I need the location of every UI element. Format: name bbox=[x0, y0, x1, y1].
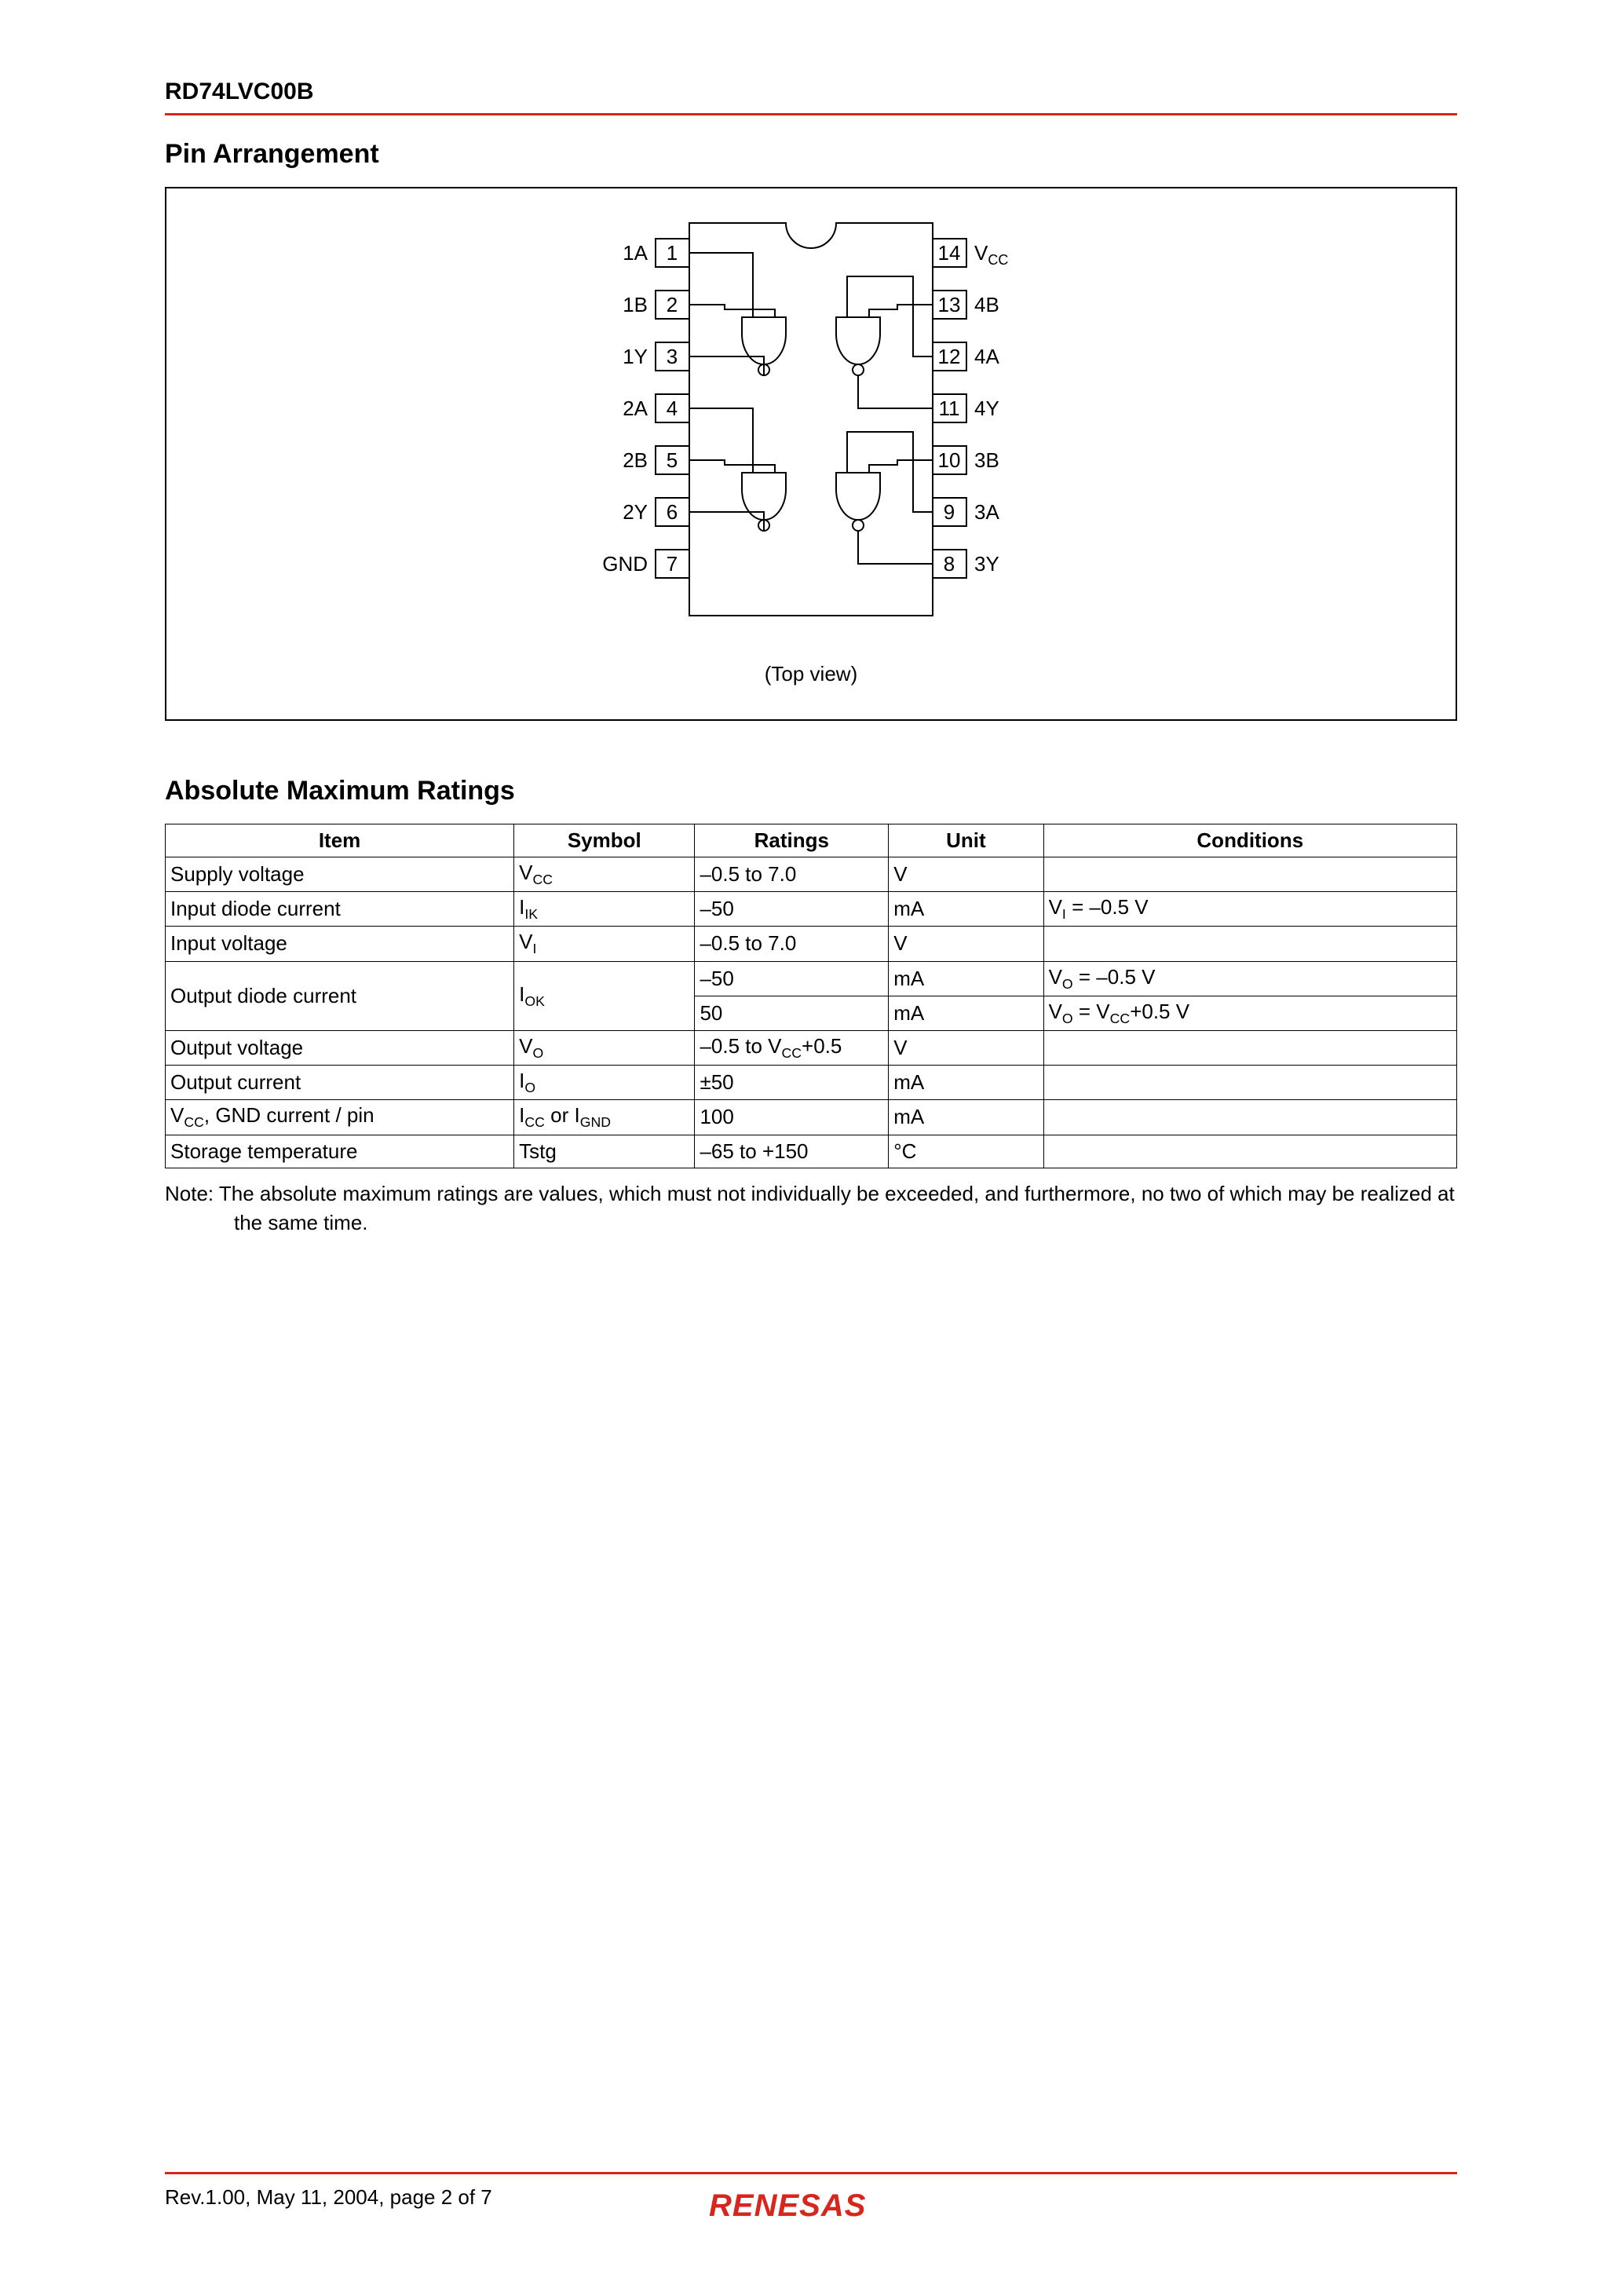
svg-text:12: 12 bbox=[938, 345, 961, 368]
cell-ratings: –0.5 to 7.0 bbox=[695, 927, 889, 961]
table-row: Output voltageVO–0.5 to VCC+0.5V bbox=[166, 1030, 1457, 1065]
svg-text:3A: 3A bbox=[974, 500, 999, 524]
svg-text:RENESAS: RENESAS bbox=[709, 2188, 866, 2223]
cell-symbol: IIK bbox=[514, 892, 695, 927]
svg-text:2A: 2A bbox=[623, 397, 648, 420]
cell-conditions bbox=[1043, 1135, 1456, 1168]
svg-text:11: 11 bbox=[939, 397, 960, 420]
footer: Rev.1.00, May 11, 2004, page 2 of 7 RENE… bbox=[165, 2172, 1457, 2210]
cell-item: Input diode current bbox=[166, 892, 514, 927]
cell-conditions: VO = VCC+0.5 V bbox=[1043, 996, 1456, 1030]
svg-text:2: 2 bbox=[667, 293, 678, 316]
table-row: Input diode currentIIK–50mAVI = –0.5 V bbox=[166, 892, 1457, 927]
cell-unit: mA bbox=[889, 1100, 1043, 1135]
svg-text:3Y: 3Y bbox=[974, 552, 999, 576]
amr-col-header: Ratings bbox=[695, 824, 889, 857]
table-row: Input voltageVI–0.5 to 7.0V bbox=[166, 927, 1457, 961]
svg-text:VCC: VCC bbox=[974, 241, 1008, 268]
cell-symbol: VO bbox=[514, 1030, 695, 1065]
cell-unit: mA bbox=[889, 961, 1043, 996]
cell-symbol: VCC bbox=[514, 857, 695, 892]
pin-diagram: 1 1A 2 1B 3 1Y 4 2A 5 2B 6 2Y 7 GND 14 VCC 13 4B 12 4A 11 4Y 1… bbox=[165, 187, 1457, 721]
cell-unit: mA bbox=[889, 996, 1043, 1030]
cell-item: Output voltage bbox=[166, 1030, 514, 1065]
cell-symbol: ICC or IGND bbox=[514, 1100, 695, 1135]
svg-text:1: 1 bbox=[667, 241, 678, 265]
svg-text:13: 13 bbox=[938, 293, 961, 316]
cell-symbol: VI bbox=[514, 927, 695, 961]
cell-conditions bbox=[1043, 927, 1456, 961]
svg-text:9: 9 bbox=[944, 500, 955, 524]
svg-text:4: 4 bbox=[667, 397, 678, 420]
cell-item: Output diode current bbox=[166, 961, 514, 1030]
section-title-pin: Pin Arrangement bbox=[165, 139, 1457, 170]
svg-text:1B: 1B bbox=[623, 293, 648, 316]
cell-conditions bbox=[1043, 857, 1456, 892]
renesas-logo: RENESAS bbox=[709, 2184, 913, 2225]
cell-ratings: –0.5 to VCC+0.5 bbox=[695, 1030, 889, 1065]
svg-text:4Y: 4Y bbox=[974, 397, 999, 420]
table-row: Supply voltageVCC–0.5 to 7.0V bbox=[166, 857, 1457, 892]
amr-col-header: Conditions bbox=[1043, 824, 1456, 857]
section-title-amr: Absolute Maximum Ratings bbox=[165, 776, 1457, 806]
cell-symbol: IOK bbox=[514, 961, 695, 1030]
cell-unit: mA bbox=[889, 1066, 1043, 1100]
svg-text:GND: GND bbox=[602, 552, 648, 576]
cell-ratings: –50 bbox=[695, 961, 889, 996]
svg-text:5: 5 bbox=[667, 448, 678, 472]
table-row: VCC, GND current / pinICC or IGND100mA bbox=[166, 1100, 1457, 1135]
cell-ratings: –50 bbox=[695, 892, 889, 927]
cell-item: Output current bbox=[166, 1066, 514, 1100]
cell-conditions bbox=[1043, 1030, 1456, 1065]
cell-item: Supply voltage bbox=[166, 857, 514, 892]
cell-conditions bbox=[1043, 1100, 1456, 1135]
svg-text:3: 3 bbox=[667, 345, 678, 368]
svg-text:14: 14 bbox=[938, 241, 961, 265]
cell-symbol: IO bbox=[514, 1066, 695, 1100]
amr-col-header: Unit bbox=[889, 824, 1043, 857]
pin-diagram-svg: 1 1A 2 1B 3 1Y 4 2A 5 2B 6 2Y 7 GND 14 VCC 13 4B 12 4A 11 4Y 1… bbox=[513, 207, 1109, 647]
cell-unit: V bbox=[889, 927, 1043, 961]
cell-item: Input voltage bbox=[166, 927, 514, 961]
svg-text:3B: 3B bbox=[974, 448, 999, 472]
svg-text:6: 6 bbox=[667, 500, 678, 524]
svg-text:10: 10 bbox=[938, 448, 961, 472]
svg-text:4A: 4A bbox=[974, 345, 999, 368]
cell-ratings: –65 to +150 bbox=[695, 1135, 889, 1168]
cell-unit: °C bbox=[889, 1135, 1043, 1168]
cell-symbol: Tstg bbox=[514, 1135, 695, 1168]
cell-conditions: VI = –0.5 V bbox=[1043, 892, 1456, 927]
cell-ratings: ±50 bbox=[695, 1066, 889, 1100]
svg-text:1A: 1A bbox=[623, 241, 648, 265]
table-row: Storage temperatureTstg–65 to +150°C bbox=[166, 1135, 1457, 1168]
table-row: Output diode currentIOK–50mAVO = –0.5 V bbox=[166, 961, 1457, 996]
amr-col-header: Item bbox=[166, 824, 514, 857]
top-view-caption: (Top view) bbox=[166, 662, 1456, 686]
header-rule: RD74LVC00B bbox=[165, 79, 1457, 115]
svg-text:8: 8 bbox=[944, 552, 955, 576]
amr-col-header: Symbol bbox=[514, 824, 695, 857]
table-row: Output currentIO±50mA bbox=[166, 1066, 1457, 1100]
cell-unit: mA bbox=[889, 892, 1043, 927]
cell-item: VCC, GND current / pin bbox=[166, 1100, 514, 1135]
cell-unit: V bbox=[889, 1030, 1043, 1065]
cell-conditions bbox=[1043, 1066, 1456, 1100]
cell-conditions: VO = –0.5 V bbox=[1043, 961, 1456, 996]
svg-text:2B: 2B bbox=[623, 448, 648, 472]
cell-ratings: 100 bbox=[695, 1100, 889, 1135]
svg-text:4B: 4B bbox=[974, 293, 999, 316]
amr-note: Note: The absolute maximum ratings are v… bbox=[165, 1179, 1457, 1238]
cell-unit: V bbox=[889, 857, 1043, 892]
amr-table: ItemSymbolRatingsUnitConditions Supply v… bbox=[165, 824, 1457, 1168]
cell-ratings: –0.5 to 7.0 bbox=[695, 857, 889, 892]
svg-text:7: 7 bbox=[667, 552, 678, 576]
cell-item: Storage temperature bbox=[166, 1135, 514, 1168]
part-number: RD74LVC00B bbox=[165, 79, 1457, 105]
svg-text:2Y: 2Y bbox=[623, 500, 648, 524]
svg-text:1Y: 1Y bbox=[623, 345, 648, 368]
cell-ratings: 50 bbox=[695, 996, 889, 1030]
